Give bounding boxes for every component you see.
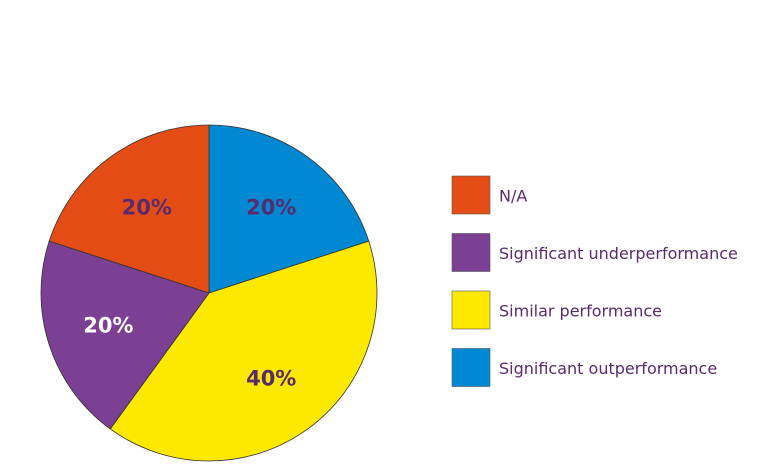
legend-swatch-significant-underperformance	[451, 233, 491, 272]
legend-swatch-na	[451, 175, 491, 215]
legend: N/A Significant underperformance Similar p…	[451, 175, 738, 387]
pie-slice-significant-underperformance	[40, 240, 210, 430]
slice-label-similar-performance: 40%	[246, 367, 296, 391]
pie-slice-labels: 20% 40% 20% 20%	[83, 195, 296, 390]
slice-label-na: 20%	[122, 195, 172, 219]
legend-label-significant-underperformance: Significant underperformance	[499, 244, 738, 263]
legend-swatch-similar-performance	[451, 290, 491, 330]
pie-slice-significant-outperformance	[208, 124, 370, 294]
slice-label-significant-underperformance: 20%	[83, 314, 133, 338]
legend-label-significant-outperformance: Significant outperformance	[499, 359, 717, 378]
slice-label-significant-outperformance: 20%	[246, 195, 296, 219]
pie-slices	[40, 124, 378, 462]
legend-label-similar-performance: Similar performance	[499, 302, 662, 321]
pie-slice-na	[48, 124, 210, 294]
legend-label-na: N/A	[499, 187, 527, 206]
legend-swatch-significant-outperformance	[451, 348, 491, 387]
pie-slice-similar-performance	[109, 240, 378, 462]
